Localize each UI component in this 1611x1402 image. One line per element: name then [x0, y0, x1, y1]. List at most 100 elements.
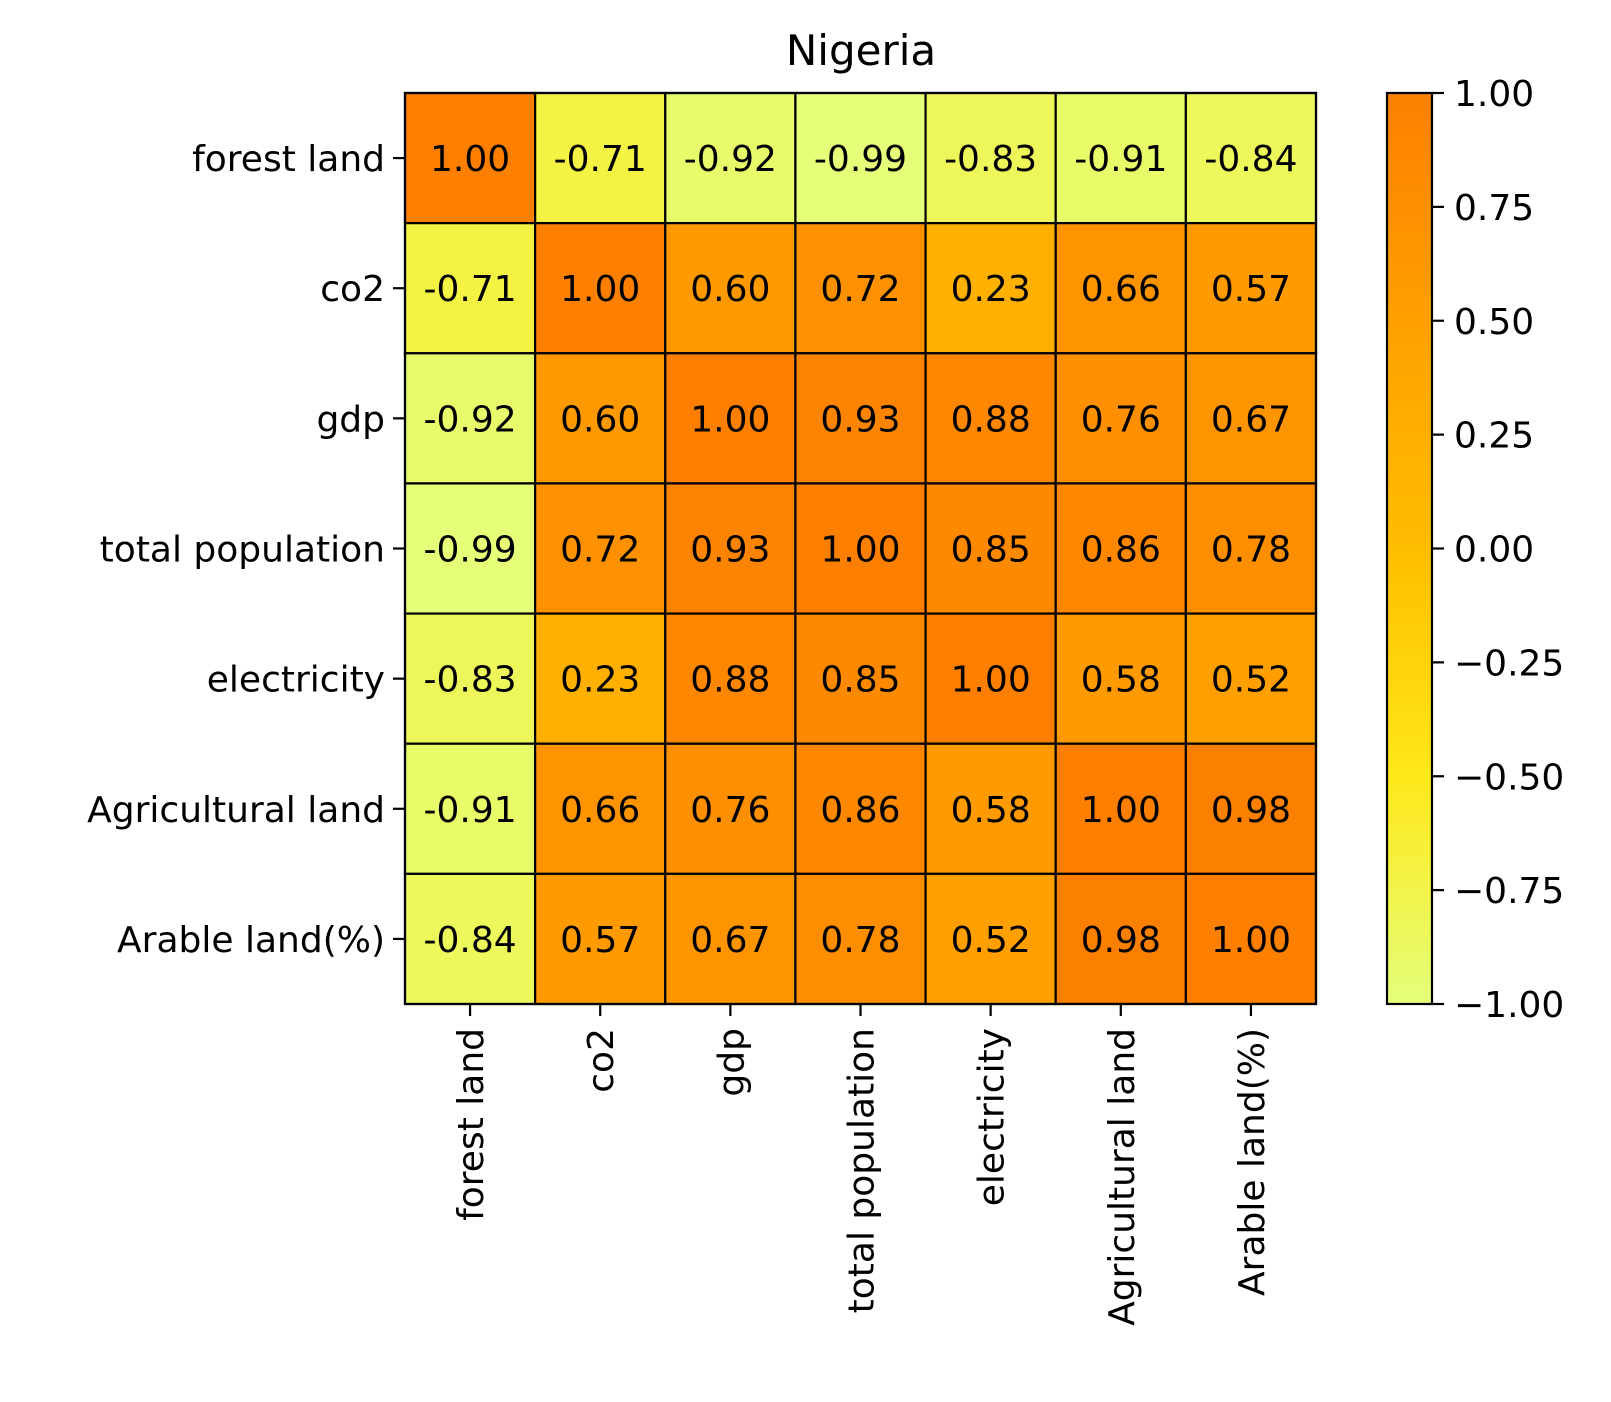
heatmap-cell [1184, 222, 1318, 355]
y-tick-label: total population [100, 530, 385, 571]
x-tick-label: gdp [711, 1028, 752, 1097]
heatmap-cell [794, 872, 927, 1006]
y-tick-label: Arable land(%) [117, 920, 385, 961]
colorbar: 1.00 0.75 0.50 0.25 0.00 −0.25 −0.50 −0.75 −1.00 [1385, 74, 1564, 1026]
colorbar-tick-label: −1.00 [1454, 985, 1564, 1026]
y-tick-label: electricity [207, 660, 385, 701]
cell-value-label: 0.52 [1211, 660, 1291, 701]
y-tick-label: gdp [316, 399, 385, 440]
cell-value-label: 1.00 [1081, 790, 1161, 831]
cell-value-label: -0.92 [684, 139, 777, 180]
cell-value-label: 0.67 [690, 920, 770, 961]
cell-value-label: 0.58 [1081, 660, 1161, 701]
heatmap-cell [794, 482, 927, 615]
heatmap-cell [1054, 91, 1187, 225]
cell-value-label: 0.86 [820, 790, 900, 831]
x-tick-label: forest land [451, 1028, 492, 1221]
y-axis: forest land co2 gdp total population electri… [87, 139, 405, 961]
heatmap-cell [664, 612, 797, 745]
x-tick-label: total population [842, 1028, 883, 1313]
heatmap-cell [664, 872, 797, 1006]
x-tick-label: Agricultural land [1102, 1028, 1143, 1326]
cell-value-label: 0.57 [560, 920, 640, 961]
cell-value-label: 1.00 [951, 660, 1031, 701]
heatmap-cell [664, 222, 797, 355]
cell-value-label: 0.23 [951, 269, 1031, 310]
colorbar-tick-label: 0.00 [1454, 530, 1534, 571]
heatmap-cell [1054, 482, 1187, 615]
cell-value-label: -0.91 [1074, 139, 1167, 180]
heatmap-cell [534, 91, 667, 225]
cell-value-label: -0.92 [423, 399, 516, 440]
cell-value-label: 0.58 [951, 790, 1031, 831]
cell-value-label: 0.72 [820, 269, 900, 310]
cell-value-label: 0.88 [951, 399, 1031, 440]
heatmap-cell [403, 612, 537, 745]
colorbar-tick-label: 0.50 [1454, 302, 1534, 343]
colorbar-tick-label: −0.75 [1454, 871, 1564, 912]
heatmap-cell [924, 742, 1057, 875]
cell-value-label: 0.93 [690, 530, 770, 571]
colorbar-tick-label: −0.50 [1454, 757, 1564, 798]
y-tick-label: forest land [192, 139, 385, 180]
cell-value-label: 0.98 [1211, 790, 1291, 831]
heatmap-cell [924, 872, 1057, 1006]
heatmap-cell [1184, 352, 1318, 485]
cell-value-label: 0.86 [1081, 530, 1161, 571]
cell-value-label: 0.66 [560, 790, 640, 831]
cell-value-label: 1.00 [560, 269, 640, 310]
cell-value-label: -0.99 [423, 530, 516, 571]
x-tick-label: electricity [972, 1028, 1013, 1206]
heatmap-cell [1054, 352, 1187, 485]
x-tick-label: co2 [581, 1028, 622, 1093]
cell-value-label: 0.57 [1211, 269, 1291, 310]
cell-value-label: 0.78 [820, 920, 900, 961]
cell-value-label: 0.67 [1211, 399, 1291, 440]
colorbar-tick-label: 0.25 [1454, 416, 1534, 457]
colorbar-gradient [1385, 91, 1434, 1006]
heatmap-cell [1054, 872, 1187, 1006]
heatmap-cell [403, 91, 537, 225]
heatmap-cell [794, 352, 927, 485]
cell-value-label: -0.71 [423, 269, 516, 310]
cell-value-label: 0.88 [690, 660, 770, 701]
cell-value-label: 1.00 [690, 399, 770, 440]
cell-value-label: -0.91 [423, 790, 516, 831]
heatmap-cell [534, 742, 667, 875]
cell-value-label: 0.60 [560, 399, 640, 440]
heatmap-cell [534, 482, 667, 615]
cell-value-label: 0.85 [820, 660, 900, 701]
cell-value-label: -0.84 [423, 920, 516, 961]
cell-value-label: 0.60 [690, 269, 770, 310]
y-tick-label: co2 [320, 269, 385, 310]
cell-value-label: -0.99 [814, 139, 907, 180]
cell-value-label: 0.98 [1081, 920, 1161, 961]
cell-value-label: 0.72 [560, 530, 640, 571]
y-tick-label: Agricultural land [87, 790, 385, 831]
cell-value-label: -0.84 [1204, 139, 1297, 180]
x-axis: forest land co2 gdp total population electri… [451, 1004, 1273, 1326]
cell-value-label: -0.83 [944, 139, 1037, 180]
heatmap-cell [403, 742, 537, 875]
cell-value-label: 0.66 [1081, 269, 1161, 310]
cell-value-label: -0.71 [554, 139, 647, 180]
cell-value-label: 0.85 [951, 530, 1031, 571]
heatmap-cell [794, 742, 927, 875]
heatmap-cell [1184, 482, 1318, 615]
heatmap-cell [1184, 742, 1318, 875]
heatmap-cell [403, 872, 537, 1006]
cell-value-label: 0.23 [560, 660, 640, 701]
cell-value-label: 0.93 [820, 399, 900, 440]
heatmap-cell [664, 352, 797, 485]
colorbar-tick-label: 1.00 [1454, 74, 1534, 115]
x-tick-label: Arable land(%) [1232, 1028, 1273, 1296]
cell-value-label: 0.76 [690, 790, 770, 831]
cell-value-label: -0.83 [423, 660, 516, 701]
colorbar-tick-label: −0.25 [1454, 643, 1564, 684]
cell-value-label: 1.00 [430, 139, 510, 180]
heatmap-cell [924, 222, 1057, 355]
chart-title: Nigeria [786, 26, 936, 75]
cell-value-label: 1.00 [1211, 920, 1291, 961]
colorbar-tick-label: 0.75 [1454, 188, 1534, 229]
